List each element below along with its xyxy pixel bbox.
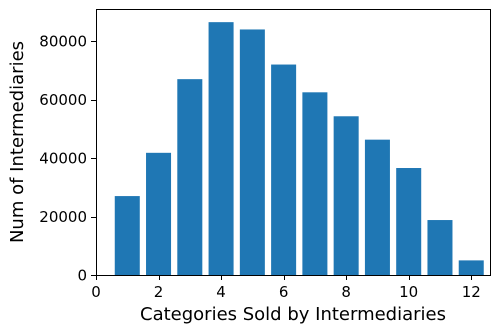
y-tick-label: 80000 [39, 33, 87, 51]
y-tick-label: 20000 [39, 208, 87, 226]
bar-5 [239, 29, 265, 276]
bar-7 [302, 92, 328, 275]
bar-1 [114, 196, 140, 275]
x-axis-ticks: 0 2 4 6 8 10 12 [91, 275, 481, 301]
y-tick-label: 0 [77, 267, 87, 285]
x-tick-label: 6 [279, 283, 289, 301]
bar-8 [333, 116, 359, 276]
x-tick-label: 10 [399, 283, 418, 301]
bar-2 [146, 152, 172, 275]
plot-frame [96, 9, 491, 276]
y-axis-label: Num of Intermediaries [7, 41, 28, 243]
y-tick-label: 40000 [39, 150, 87, 168]
bars-group [114, 22, 484, 276]
x-axis-label: Categories Sold by Intermediaries [140, 304, 446, 325]
bar-9 [364, 139, 390, 275]
y-tick-label: 60000 [39, 91, 87, 109]
bar-12 [458, 260, 484, 275]
y-axis-ticks: 0 20000 40000 60000 80000 [39, 33, 96, 285]
bar-4 [208, 22, 234, 276]
bar-10 [396, 168, 422, 275]
x-tick-label: 4 [216, 283, 226, 301]
x-tick-label: 12 [462, 283, 481, 301]
x-tick-label: 8 [341, 283, 351, 301]
bar-3 [177, 79, 203, 276]
x-tick-label: 0 [91, 283, 101, 301]
x-tick-label: 2 [154, 283, 164, 301]
bar-11 [427, 220, 453, 275]
bar-6 [271, 64, 297, 276]
